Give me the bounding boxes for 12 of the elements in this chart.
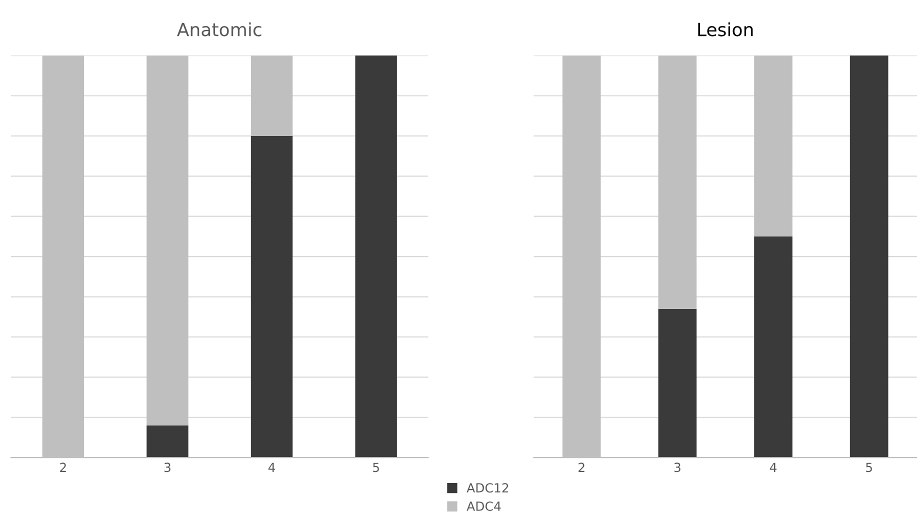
x-tick-label: 3 [674, 462, 680, 472]
x-tick-label: 2 [60, 462, 66, 472]
chart-title: Lesion [698, 22, 753, 36]
x-tick-label: 5 [866, 462, 872, 472]
chart-title: Anatomic [177, 22, 262, 36]
x-tick-label: 4 [268, 462, 276, 472]
x-tick-label: 4 [770, 462, 777, 472]
x-tick-label: 5 [373, 462, 379, 472]
x-tick-label: 3 [164, 462, 170, 472]
legend-label: ADC4 [466, 501, 501, 511]
legend-label: ADC12 [466, 483, 508, 493]
x-tick-label: 2 [578, 462, 584, 472]
